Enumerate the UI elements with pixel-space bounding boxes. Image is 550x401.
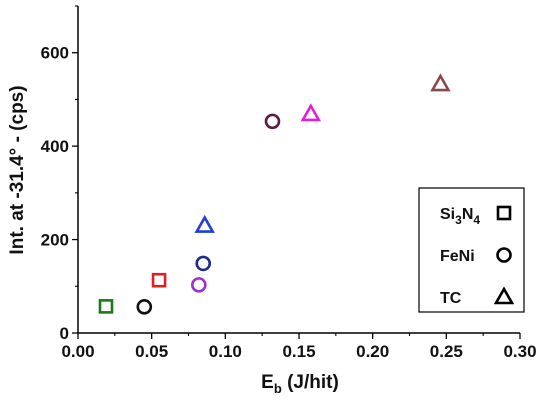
triangle-data-point [194, 214, 215, 233]
triangle-data-point [430, 73, 451, 92]
y-tick-label: 0 [60, 324, 69, 343]
legend-label-feni: FeNi [440, 248, 475, 265]
tick-group: 0.00 0.05 0.10 0.15 0.20 0.25 0.30 0 200 400 600 [41, 5, 537, 361]
legend-square-icon [496, 205, 512, 221]
circle-data-point [136, 299, 153, 315]
y-axis-title: Int. at -31.4° - (cps) [7, 85, 28, 254]
circle-data-point [264, 113, 281, 130]
circle-data-point [191, 277, 207, 293]
x-tick-label: 0.25 [430, 342, 463, 361]
x-tick-label: 0.20 [356, 342, 389, 361]
square-data-point [98, 299, 114, 314]
legend-triangle-icon [493, 286, 515, 305]
legend: Si3N4 FeNi TC [418, 187, 525, 313]
y-tick-label: 200 [41, 231, 69, 250]
circle-data-point [195, 255, 212, 272]
x-axis-title: Eb (J/hit) [261, 372, 339, 396]
x-tick-label: 0.15 [282, 342, 315, 361]
data-points [98, 73, 451, 315]
x-tick-label: 0.05 [135, 342, 168, 361]
triangle-data-point [300, 103, 322, 122]
square-data-point [151, 272, 167, 288]
y-tick-label: 600 [41, 44, 69, 63]
legend-label-tc: TC [440, 290, 462, 307]
legend-circle-icon [496, 247, 512, 263]
x-tick-label: 0.00 [61, 342, 94, 361]
x-tick-label: 0.10 [209, 342, 242, 361]
y-tick-label: 400 [41, 137, 69, 156]
x-tick-label: 0.30 [503, 342, 536, 361]
legend-label-si3n4: Si3N4 [440, 206, 480, 227]
